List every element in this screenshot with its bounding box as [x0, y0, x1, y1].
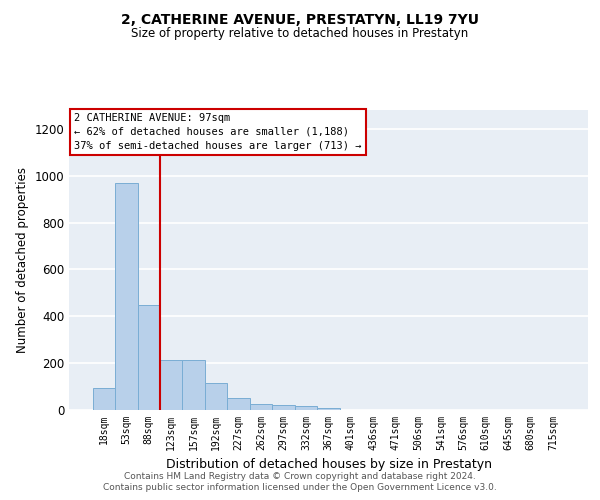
Text: 2 CATHERINE AVENUE: 97sqm
← 62% of detached houses are smaller (1,188)
37% of se: 2 CATHERINE AVENUE: 97sqm ← 62% of detac… [74, 113, 362, 151]
Bar [317, 408, 340, 410]
X-axis label: Distribution of detached houses by size in Prestatyn: Distribution of detached houses by size … [166, 458, 491, 471]
Text: Contains HM Land Registry data © Crown copyright and database right 2024.: Contains HM Land Registry data © Crown c… [124, 472, 476, 481]
Bar [137, 304, 160, 410]
Bar [250, 404, 272, 410]
Bar [272, 406, 295, 410]
Bar [205, 383, 227, 410]
Bar [182, 360, 205, 410]
Text: Contains public sector information licensed under the Open Government Licence v3: Contains public sector information licen… [103, 484, 497, 492]
Bar [92, 388, 115, 410]
Text: Size of property relative to detached houses in Prestatyn: Size of property relative to detached ho… [131, 28, 469, 40]
Bar [295, 406, 317, 410]
Bar [160, 360, 182, 410]
Bar [115, 182, 137, 410]
Bar [227, 398, 250, 410]
Y-axis label: Number of detached properties: Number of detached properties [16, 167, 29, 353]
Text: 2, CATHERINE AVENUE, PRESTATYN, LL19 7YU: 2, CATHERINE AVENUE, PRESTATYN, LL19 7YU [121, 12, 479, 26]
